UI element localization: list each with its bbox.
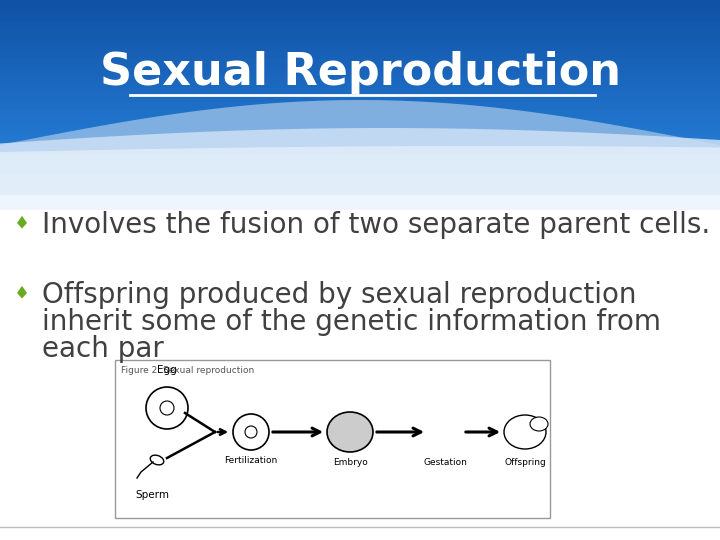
Polygon shape: [0, 100, 720, 175]
Polygon shape: [0, 83, 720, 85]
Polygon shape: [0, 109, 720, 111]
Polygon shape: [0, 139, 720, 142]
Text: Involves the fusion of two separate parent cells.: Involves the fusion of two separate pare…: [42, 211, 710, 239]
Polygon shape: [0, 96, 720, 98]
Text: Figure 2. Sexual reproduction: Figure 2. Sexual reproduction: [121, 366, 254, 375]
Polygon shape: [0, 128, 720, 195]
Ellipse shape: [150, 455, 163, 465]
Polygon shape: [0, 44, 720, 46]
Polygon shape: [0, 90, 720, 93]
Text: Offspring: Offspring: [504, 458, 546, 467]
Polygon shape: [0, 59, 720, 62]
Polygon shape: [0, 80, 720, 83]
Polygon shape: [0, 16, 720, 18]
Polygon shape: [0, 54, 720, 57]
Polygon shape: [0, 57, 720, 59]
Polygon shape: [17, 216, 27, 228]
Polygon shape: [0, 93, 720, 96]
Text: Sperm: Sperm: [135, 490, 169, 500]
Polygon shape: [0, 33, 720, 36]
Polygon shape: [0, 137, 720, 139]
Polygon shape: [0, 106, 720, 109]
Text: Sexual Reproduction: Sexual Reproduction: [99, 51, 621, 93]
Polygon shape: [0, 111, 720, 113]
Text: inherit some of the genetic information from: inherit some of the genetic information …: [42, 308, 661, 336]
Text: Egg: Egg: [157, 365, 177, 375]
Ellipse shape: [530, 417, 548, 431]
Polygon shape: [0, 36, 720, 39]
Polygon shape: [0, 10, 720, 13]
Polygon shape: [0, 42, 720, 44]
Polygon shape: [0, 129, 720, 132]
Text: Gestation: Gestation: [423, 458, 467, 467]
Polygon shape: [0, 67, 720, 70]
Text: Embryo: Embryo: [333, 458, 367, 467]
Text: Offspring produced by sexual reproduction: Offspring produced by sexual reproductio…: [42, 281, 636, 309]
Polygon shape: [0, 142, 720, 145]
Polygon shape: [0, 8, 720, 10]
Polygon shape: [0, 116, 720, 119]
Ellipse shape: [504, 415, 546, 449]
Polygon shape: [17, 286, 27, 299]
Polygon shape: [0, 145, 720, 147]
Polygon shape: [0, 98, 720, 101]
Text: each par: each par: [42, 335, 164, 363]
Polygon shape: [0, 152, 720, 155]
Polygon shape: [0, 132, 720, 134]
Polygon shape: [0, 124, 720, 126]
Polygon shape: [0, 88, 720, 90]
Polygon shape: [0, 126, 720, 129]
Polygon shape: [0, 147, 720, 150]
Polygon shape: [0, 3, 720, 5]
Polygon shape: [0, 31, 720, 33]
Polygon shape: [0, 85, 720, 88]
Polygon shape: [0, 119, 720, 122]
Polygon shape: [0, 122, 720, 124]
Polygon shape: [0, 78, 720, 80]
Polygon shape: [0, 62, 720, 65]
Polygon shape: [0, 13, 720, 16]
Circle shape: [146, 387, 188, 429]
Polygon shape: [0, 113, 720, 116]
Polygon shape: [0, 134, 720, 137]
Polygon shape: [0, 101, 720, 103]
Polygon shape: [0, 103, 720, 106]
Polygon shape: [0, 52, 720, 54]
Polygon shape: [0, 18, 720, 21]
Polygon shape: [0, 75, 720, 78]
Polygon shape: [0, 5, 720, 8]
Polygon shape: [0, 46, 720, 49]
Ellipse shape: [327, 412, 373, 452]
Text: Fertilization: Fertilization: [225, 456, 278, 465]
Polygon shape: [0, 26, 720, 29]
Bar: [115, 360, 550, 518]
Polygon shape: [0, 0, 720, 3]
Polygon shape: [0, 72, 720, 75]
Polygon shape: [0, 150, 720, 152]
Polygon shape: [0, 29, 720, 31]
Polygon shape: [0, 65, 720, 67]
Polygon shape: [0, 70, 720, 72]
Polygon shape: [0, 49, 720, 52]
Polygon shape: [0, 21, 720, 23]
Polygon shape: [0, 39, 720, 42]
Polygon shape: [0, 23, 720, 26]
Polygon shape: [0, 146, 720, 210]
Circle shape: [233, 414, 269, 450]
